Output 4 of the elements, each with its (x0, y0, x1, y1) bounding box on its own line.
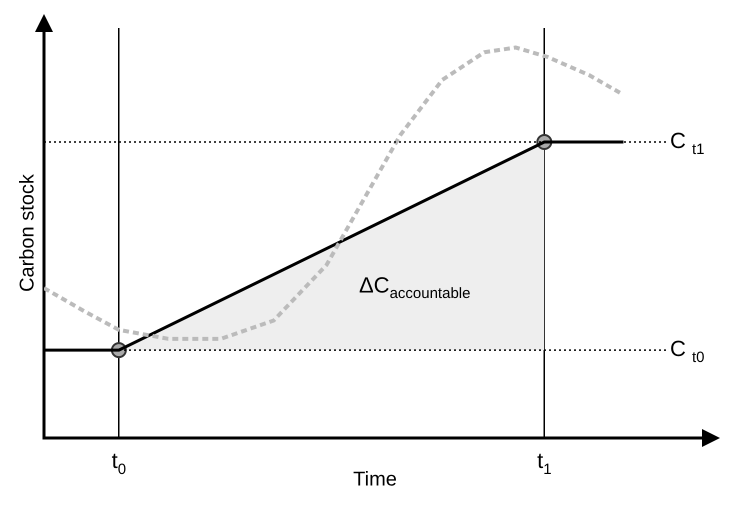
y-axis-title: Carbon stock (16, 173, 39, 292)
ref-line-label: C t1 (670, 128, 705, 158)
ref-line-label: C t0 (670, 336, 705, 366)
x-axis-title: Time (353, 468, 397, 491)
